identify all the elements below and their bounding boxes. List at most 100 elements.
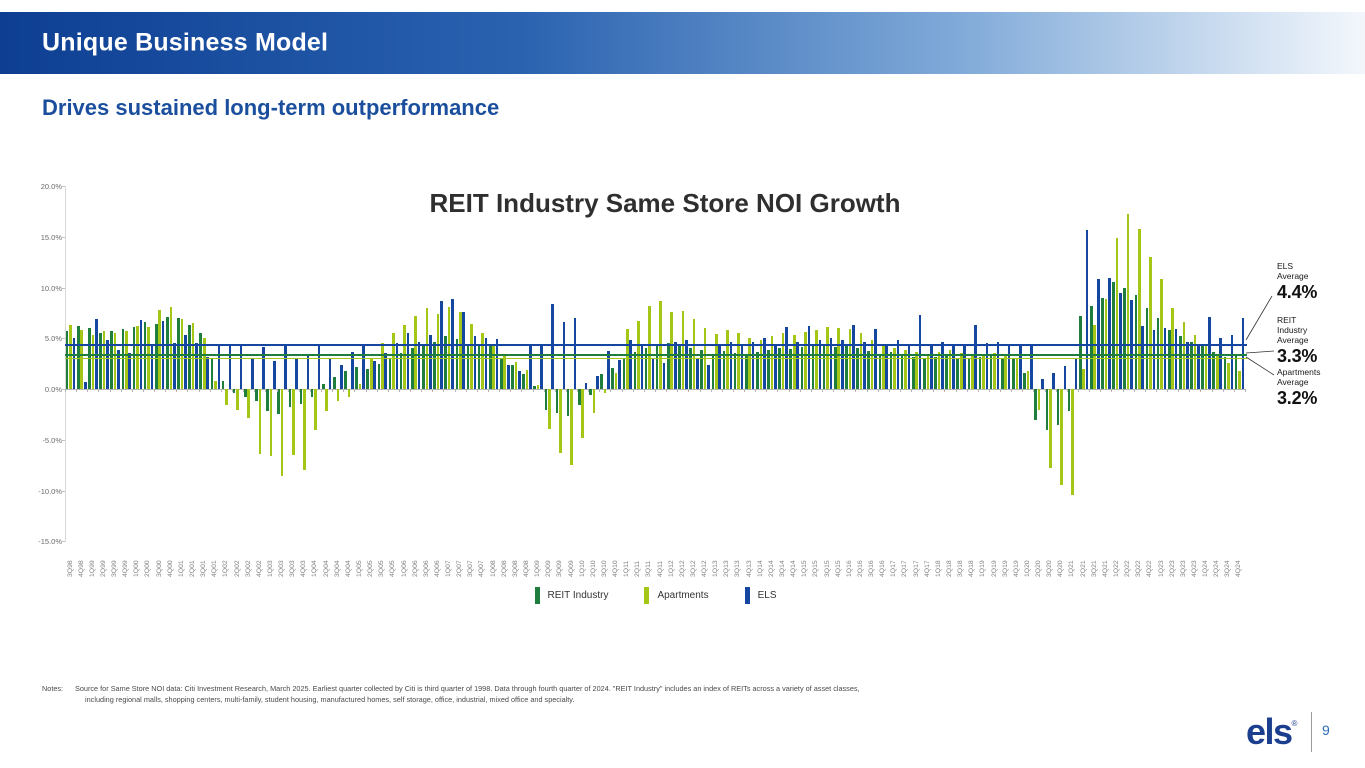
bar-els [896,340,900,389]
bar-apartments [1126,214,1130,389]
bar-els [150,346,154,389]
bar-els [963,344,966,389]
x-axis-tick [165,389,167,392]
bar-reit-industry [1034,389,1037,421]
bar-apartments [603,389,607,394]
bar-els [83,381,87,389]
x-axis-tick [87,389,89,392]
bar-els [551,303,555,389]
bar-reit-industry [221,380,225,389]
y-axis-line [65,186,66,542]
bar-apartments [1004,355,1008,389]
x-axis-category-label: 4Q02 [255,560,263,577]
notes: Notes: Source for Same Store NOI data: C… [42,683,860,705]
x-axis-tick [465,389,467,392]
bar-apartments [369,358,373,389]
bar-reit-industry [867,351,870,389]
y-axis-tick-label: 0.0% [44,385,62,394]
x-axis-tick [376,389,378,392]
bar-els [1085,229,1089,389]
bar-apartments [136,326,139,389]
bar-els [1241,317,1245,389]
x-axis-tick [866,389,868,392]
x-axis-tick [844,389,846,392]
legend: REIT Industry Apartments ELS [65,587,1246,604]
x-axis-category-label: 2Q17 [901,560,909,577]
bar-reit-industry [99,333,102,389]
header-bar: Unique Business Model [0,12,1365,74]
x-axis-category-label: 1Q14 [756,560,764,577]
bar-apartments [670,311,674,389]
legend-swatch [644,587,650,604]
bar-reit-industry [488,346,492,389]
bar-reit-industry [1123,287,1127,389]
bar-apartments [1204,344,1208,389]
x-axis-category-label: 2Q16 [856,560,864,577]
bar-apartments [1015,357,1019,389]
bar-els [217,345,221,389]
bar-apartments [870,340,874,389]
x-axis-category-label: 4Q06 [433,560,441,577]
x-axis-category-label: 3Q17 [912,560,920,577]
bar-reit-industry [700,350,704,389]
bar-apartments [291,389,295,455]
bar-reit-industry [355,366,358,389]
x-axis-category-label: 4Q19 [1012,560,1020,577]
x-axis-category-label: 2Q02 [233,560,241,577]
bar-apartments [481,333,484,389]
bar-reit-industry [622,358,626,389]
x-axis-category-label: 1Q18 [934,560,942,577]
bar-reit-industry [210,358,214,389]
bar-els [172,343,176,389]
bar-els [1007,344,1011,389]
x-axis-category-label: 4Q00 [166,560,174,577]
bar-reit-industry [255,389,258,402]
x-axis-category-label: 2Q13 [723,560,731,577]
x-axis-tick [1033,389,1035,392]
x-axis-tick [988,389,990,392]
x-axis-tick [287,389,289,392]
bar-els [852,325,855,389]
bar-els [206,356,209,389]
x-axis-category-label: 2Q09 [545,560,553,577]
x-axis-tick [543,389,545,392]
bar-apartments [1215,355,1219,389]
bar-reit-industry [1023,372,1026,389]
bar-reit-industry [1112,282,1115,389]
bar-els [751,342,755,389]
bar-els [607,351,610,389]
x-axis-category-label: 2Q24 [1213,560,1221,577]
bar-reit-industry [878,354,882,389]
chart-title: REIT Industry Same Store NOI Growth [429,188,901,218]
bar-els [629,340,632,389]
bar-apartments [1149,257,1152,389]
x-axis-category-label: 1Q03 [266,560,274,577]
y-axis-tick [61,338,65,340]
x-axis-category-label: 4Q24 [1235,560,1243,577]
bar-apartments [336,389,340,402]
bar-reit-industry [232,389,236,394]
bar-apartments [458,311,462,389]
x-axis-tick [154,389,156,392]
x-axis-tick [788,389,790,392]
bar-reit-industry [455,339,459,389]
bar-reit-industry [655,346,659,389]
bar-apartments [592,389,596,414]
x-axis-tick [821,389,823,392]
x-axis-category-label: 1Q99 [88,560,96,577]
x-axis-category-label: 4Q05 [389,560,397,577]
bar-els [818,340,822,389]
els-logo: els® [1246,711,1298,752]
x-axis-category-label: 2Q01 [189,560,197,577]
x-axis-category-label: 4Q12 [701,560,709,577]
x-axis-tick [476,389,478,392]
bar-els [952,344,955,389]
x-axis-category-label: 3Q22 [1135,560,1143,577]
bar-reit-industry [678,345,681,389]
bar-reit-industry [1067,389,1071,412]
bar-apartments [91,335,95,389]
bar-reit-industry [600,373,603,389]
bar-els [696,358,699,389]
x-axis-tick [977,389,979,392]
